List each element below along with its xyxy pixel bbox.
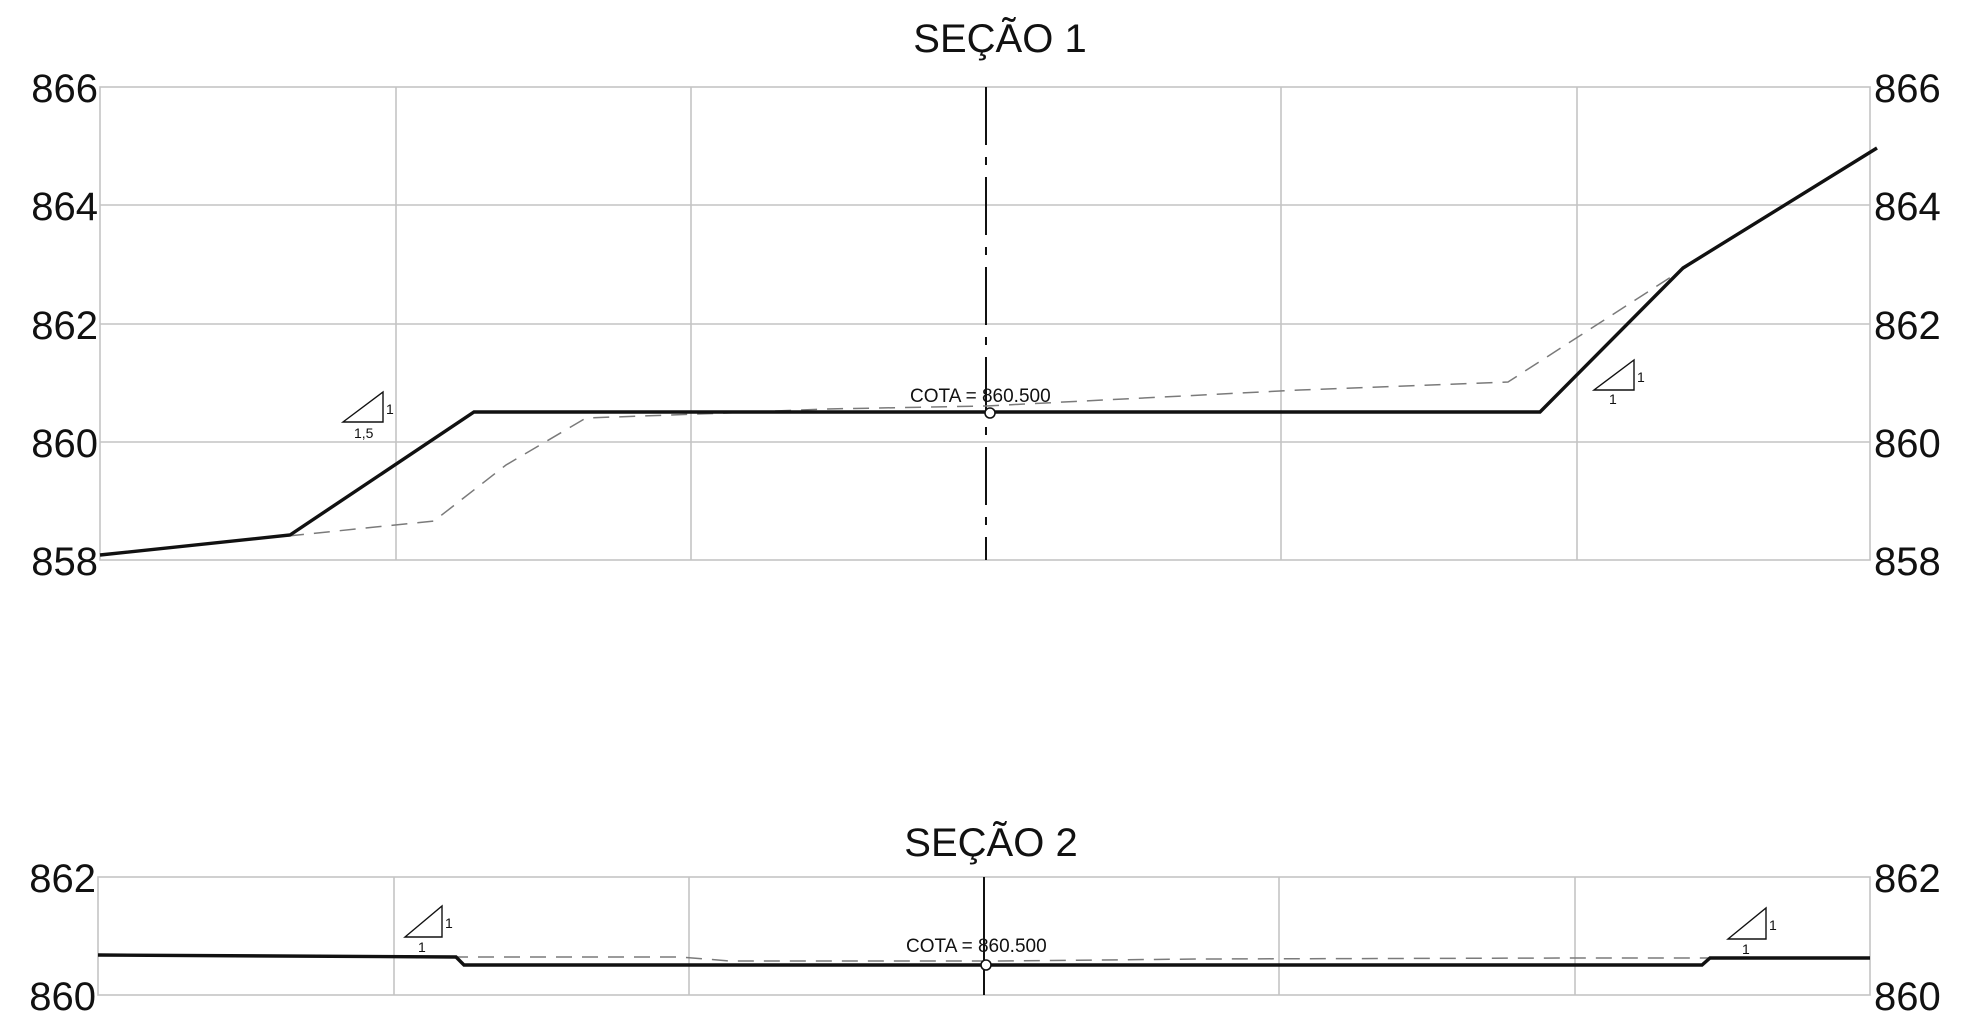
section-1-slope-marker-left: 1 1,5	[340, 390, 394, 441]
section-2-cota-point	[980, 959, 992, 971]
section-1-slope-left-rise: 1	[386, 401, 394, 417]
section-1-cota-label: COTA = 860.500	[910, 386, 1051, 407]
section-2-slope-right-run: 1	[1742, 941, 1750, 957]
section-2-right-tick-860: 860	[1874, 975, 1941, 1019]
slope-triangle-icon	[403, 904, 443, 938]
section-2-left-tick-860: 860	[29, 975, 96, 1019]
section-1-left-tick-866: 866	[31, 67, 98, 111]
section-1-slope-right-rise: 1	[1637, 369, 1645, 385]
section-1-right-tick-866: 866	[1874, 67, 1941, 111]
section-2-slope-right-rise: 1	[1769, 917, 1777, 933]
section-1-title: SEÇÃO 1	[913, 16, 1086, 61]
section-2-slope-marker-right: 1 1	[1726, 906, 1777, 957]
section-1-right-tick-864: 864	[1874, 185, 1941, 229]
section-2-profile-line	[97, 953, 1870, 967]
section-2-terrain-line	[452, 956, 1710, 962]
section-1-left-tick-864: 864	[31, 185, 98, 229]
section-1-right-tick-862: 862	[1874, 304, 1941, 348]
section-1-left-tick-862: 862	[31, 304, 98, 348]
section-1-slope-marker-right: 1 1	[1591, 358, 1645, 407]
section-1-left-tick-860: 860	[31, 422, 98, 466]
section-1-profile-line	[99, 146, 1878, 557]
section-2-slope-marker-left: 1 1	[403, 904, 453, 955]
section-2-left-tick-862: 862	[29, 857, 96, 901]
section-2-title: SEÇÃO 2	[904, 820, 1077, 865]
slope-triangle-icon	[1726, 906, 1767, 940]
section-1-slope-left-run: 1,5	[354, 425, 374, 441]
section-2: SEÇÃO 2 862 860 862 860 COTA = 860.500 1…	[29, 820, 1941, 1019]
slope-triangle-icon	[340, 390, 384, 423]
section-2-cota-label: COTA = 860.500	[906, 936, 1047, 957]
section-2-slope-left-rise: 1	[445, 915, 453, 931]
section-1: SEÇÃO 1 866 864 862 860 858 866 864 862 …	[31, 16, 1941, 584]
section-1-right-tick-858: 858	[1874, 540, 1941, 584]
section-1-left-tick-858: 858	[31, 540, 98, 584]
section-1-right-tick-860: 860	[1874, 422, 1941, 466]
slope-triangle-icon	[1591, 358, 1635, 391]
section-1-cota-point	[984, 407, 996, 419]
section-2-slope-left-run: 1	[418, 939, 426, 955]
section-1-slope-right-run: 1	[1609, 391, 1617, 407]
section-2-right-tick-862: 862	[1874, 857, 1941, 901]
